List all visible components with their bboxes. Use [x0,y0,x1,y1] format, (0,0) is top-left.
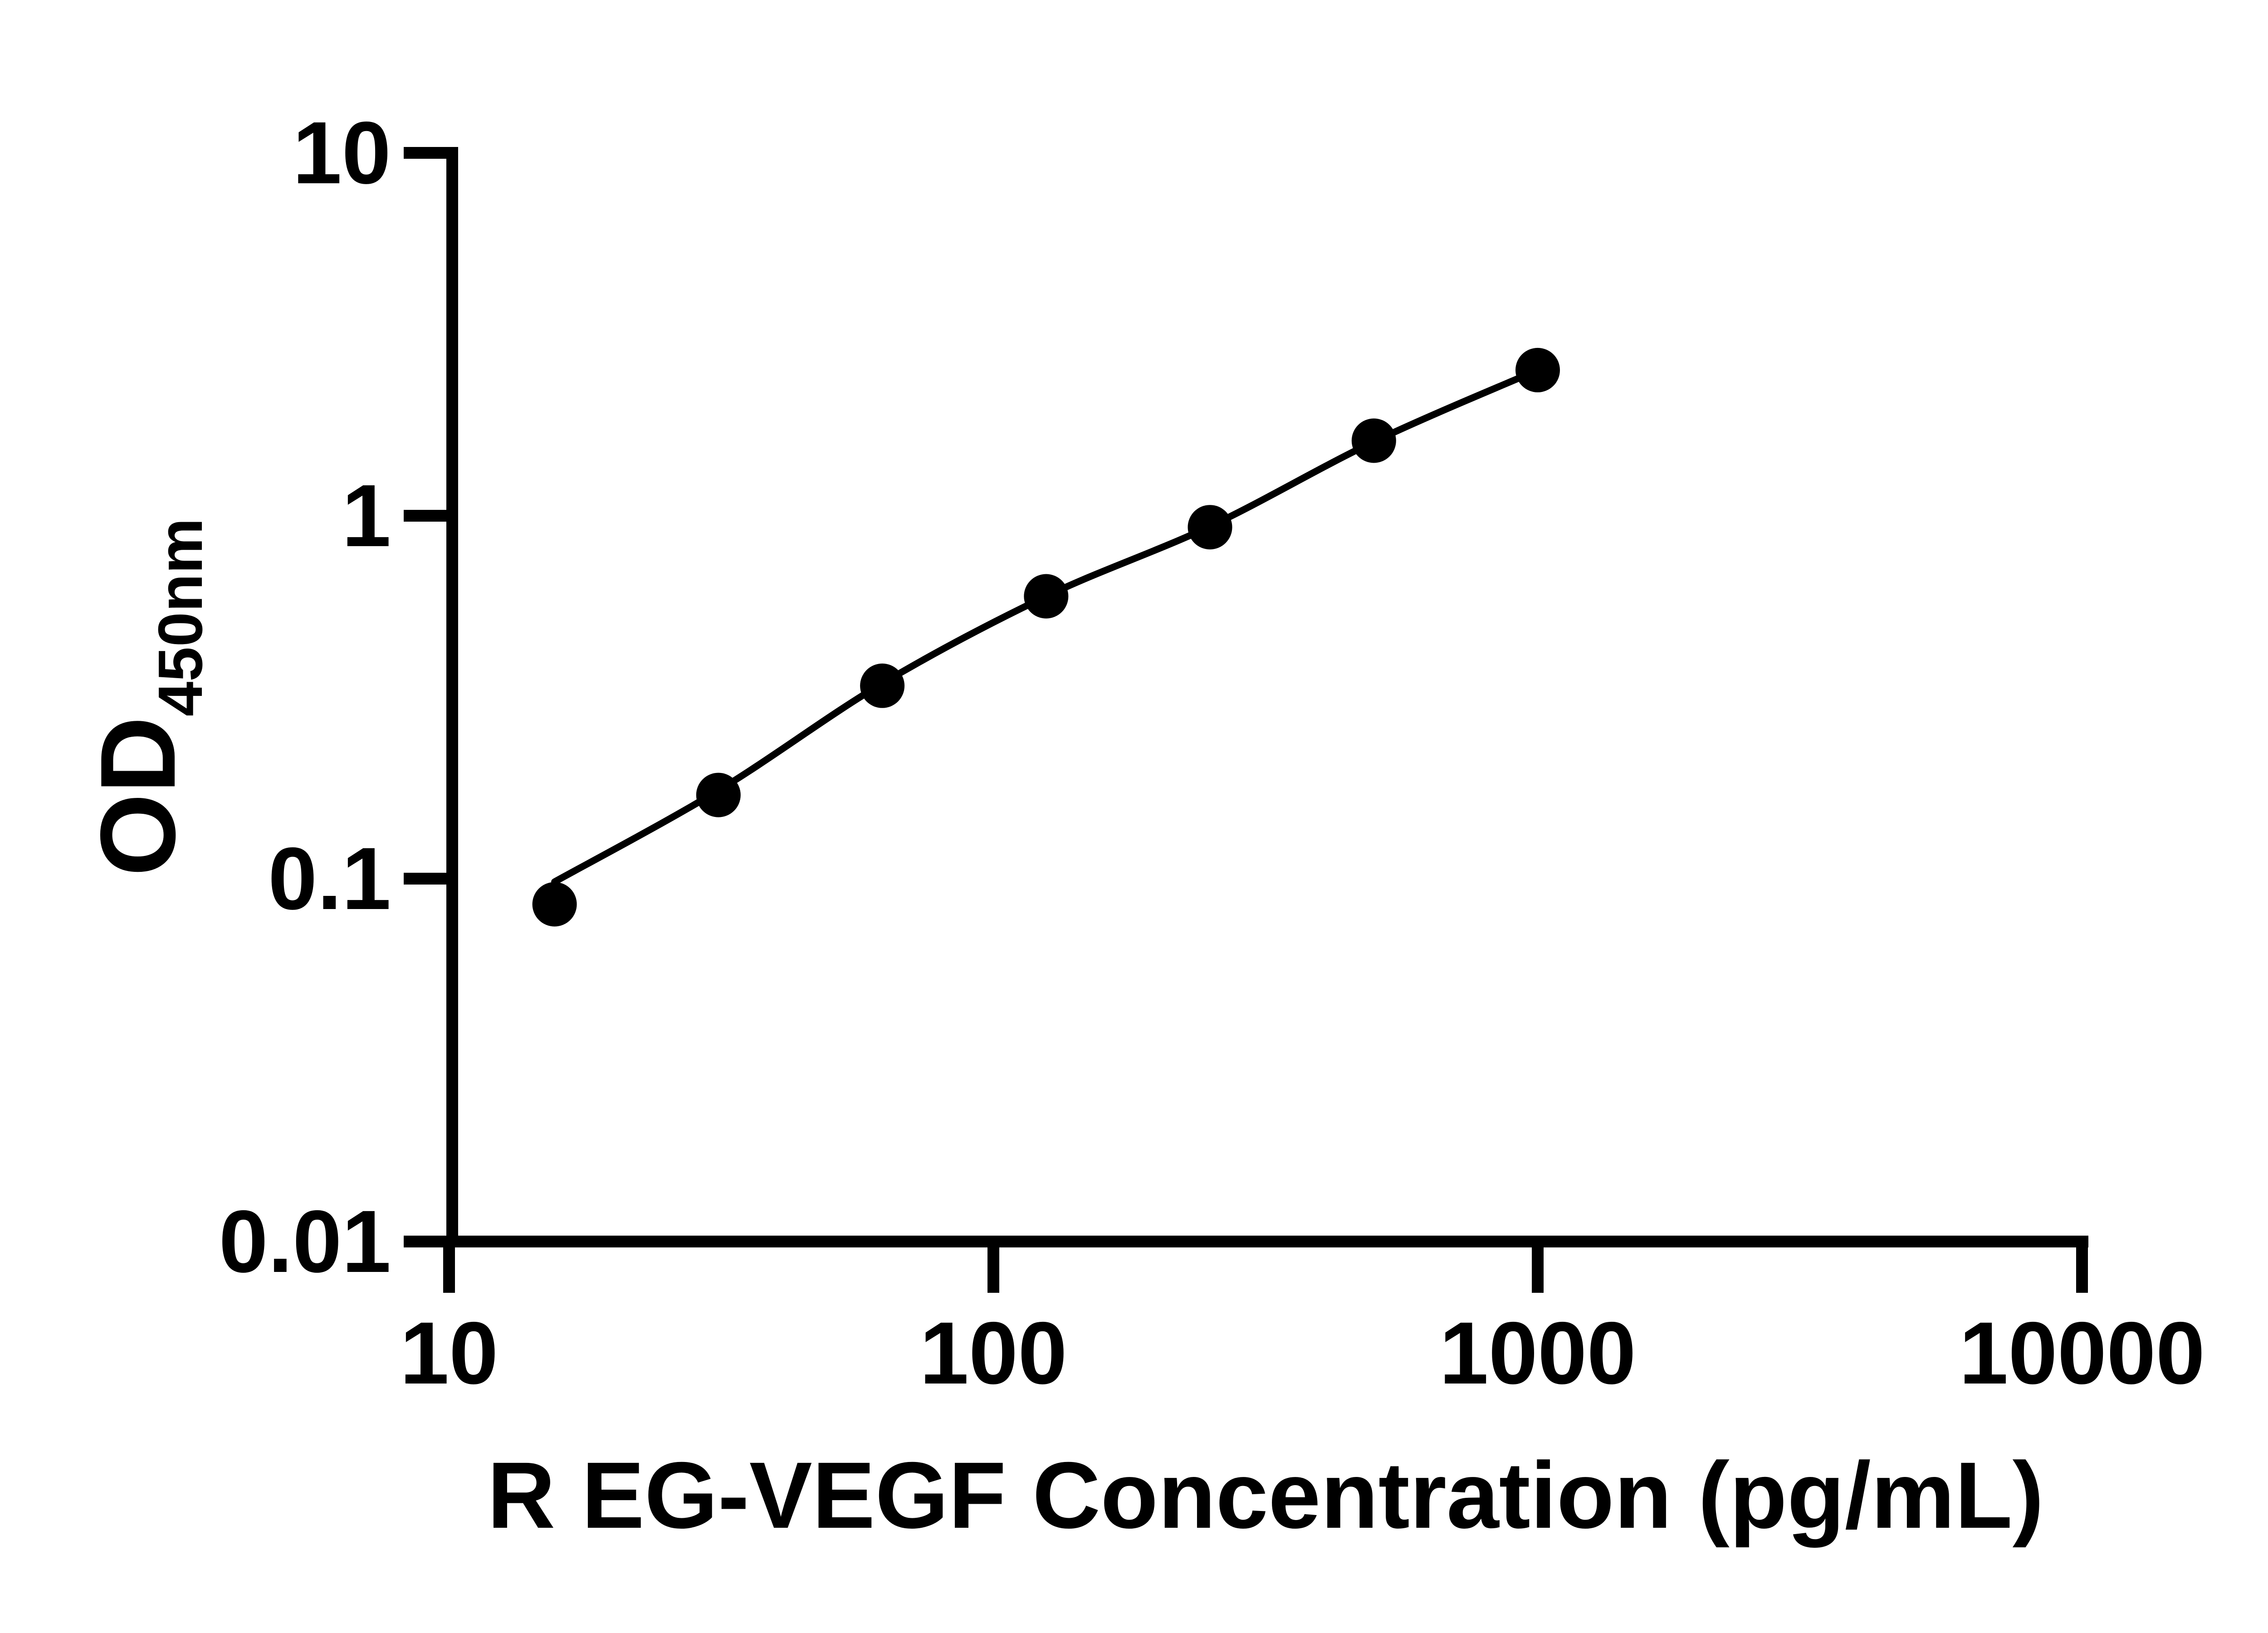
y-tick-label: 0.1 [268,829,391,928]
data-point-marker [696,772,741,817]
y-tick-label: 10 [293,103,391,202]
data-point-marker [860,663,905,708]
y-tick-label: 1 [342,466,391,565]
y-axis-title-main: OD [78,716,197,876]
y-axis-title: OD450nm [78,518,215,876]
x-tick-label: 1000 [1439,1304,1636,1403]
data-point-marker [1351,418,1396,463]
data-point-marker [1024,574,1069,619]
data-point-marker [532,882,577,927]
data-point-marker [1188,505,1232,550]
x-tick-label: 100 [919,1304,1067,1403]
x-tick-label: 10000 [1959,1304,2205,1403]
x-axis-title: R EG-VEGF Concentration (pg/mL) [487,1443,2044,1548]
data-point-marker [1515,347,1560,392]
x-tick-label: 10 [400,1304,499,1403]
data-series [532,347,1560,927]
y-axis-title-subscript: 450nm [146,518,215,716]
y-tick-label: 0.01 [219,1192,391,1291]
